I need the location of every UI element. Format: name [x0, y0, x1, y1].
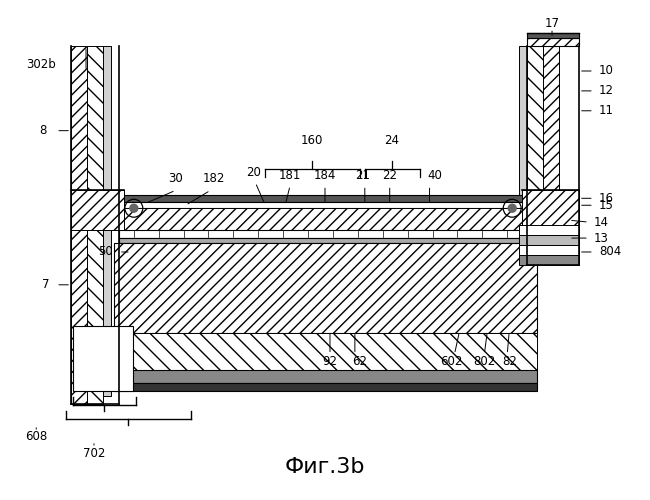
Bar [114, 384, 537, 391]
Text: 160: 160 [301, 134, 323, 147]
Bar [73, 326, 133, 391]
Bar [527, 33, 579, 38]
Text: 12: 12 [599, 84, 614, 98]
Circle shape [130, 204, 138, 212]
Text: 13: 13 [594, 232, 608, 244]
Text: 40: 40 [427, 169, 442, 182]
Bar [71, 46, 87, 404]
Text: 14: 14 [594, 216, 609, 228]
Text: 184: 184 [314, 169, 336, 182]
Text: 608: 608 [25, 430, 47, 444]
Text: 24: 24 [384, 134, 399, 147]
Text: 7: 7 [42, 278, 49, 291]
Text: 82: 82 [502, 355, 517, 368]
Text: 11: 11 [599, 104, 614, 118]
Bar [119, 196, 527, 202]
Bar [543, 46, 559, 265]
Circle shape [508, 204, 516, 212]
Text: 602: 602 [440, 355, 463, 368]
Bar [114, 243, 537, 332]
Text: 22: 22 [382, 169, 397, 182]
Text: 16: 16 [599, 192, 614, 205]
Bar [119, 208, 527, 230]
Bar [114, 332, 537, 370]
Text: 802: 802 [473, 355, 495, 368]
Bar [71, 190, 124, 230]
Bar [519, 245, 579, 255]
Bar [522, 190, 579, 230]
Bar [519, 46, 527, 265]
Text: 10: 10 [599, 64, 614, 78]
Text: 8: 8 [39, 124, 46, 137]
Bar [119, 230, 527, 238]
Bar [519, 255, 579, 265]
Text: 50: 50 [98, 246, 113, 258]
Bar [103, 46, 111, 396]
Text: 15: 15 [599, 198, 614, 212]
Bar [519, 225, 579, 235]
Text: 181: 181 [279, 169, 302, 182]
Bar [527, 46, 543, 265]
Bar [527, 38, 579, 46]
Text: 62: 62 [352, 355, 367, 368]
Text: 302b: 302b [27, 58, 56, 70]
Text: Фиг.3b: Фиг.3b [285, 457, 365, 477]
Text: 804: 804 [599, 246, 621, 258]
Text: 92: 92 [322, 355, 337, 368]
Bar [119, 202, 527, 208]
Bar [119, 238, 527, 243]
Bar [87, 46, 103, 404]
Bar [519, 235, 579, 245]
Text: 702: 702 [83, 448, 105, 460]
Text: 30: 30 [168, 172, 183, 185]
Text: 17: 17 [545, 17, 560, 30]
Text: 20: 20 [246, 166, 261, 179]
Text: 21: 21 [356, 169, 370, 182]
Text: 182: 182 [202, 172, 225, 185]
Bar [114, 370, 537, 384]
